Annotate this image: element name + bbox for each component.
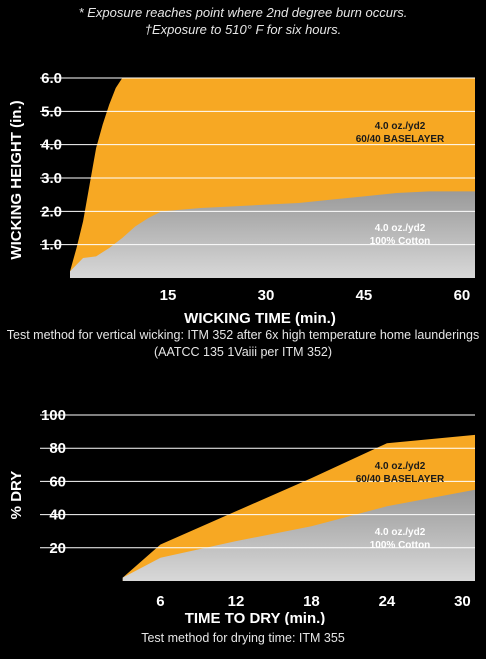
y-axis-title: WICKING HEIGHT (in.) [8,100,25,259]
wicking-chart: 1.0 2.0 3.0 4.0 5.0 6.0 15 30 45 60 WICKING TIME (… [8,70,475,327]
series-label: 60/40 BASELAYER [356,134,445,145]
x-tick-label: 12 [228,593,245,610]
y-tick-label: 1.0 [41,237,62,254]
cotton-area [70,191,475,278]
x-axis-title: TIME TO DRY (min.) [185,610,326,625]
y-tick-label: 2.0 [41,203,62,220]
y-tick-label: 20 [49,540,66,557]
footnote-exposure: †Exposure to 510° F for six hours. [144,22,342,37]
drying-chart: 20 40 60 80 100 6 12 18 24 30 TIME TO DRY (min.) % … [8,407,475,625]
x-tick-label: 60 [454,287,471,304]
wicking-caption: Test method for vertical wicking: ITM 35… [6,328,480,359]
y-axis-title: % DRY [8,471,25,520]
series-label: 4.0 oz./yd2 [375,461,426,472]
y-tick-label: 6.0 [41,70,62,87]
y-tick-label: 5.0 [41,103,62,120]
series-label: 4.0 oz./yd2 [375,121,426,132]
x-tick-label: 15 [160,287,177,304]
y-tick-label: 100 [41,407,66,424]
y-tick-label: 60 [49,473,66,490]
series-label: 100% Cotton [370,236,431,247]
x-tick-label: 18 [303,593,320,610]
y-tick-label: 80 [49,440,66,457]
x-tick-label: 24 [379,593,396,610]
series-label: 60/40 BASELAYER [356,474,445,485]
series-label: 100% Cotton [370,540,431,551]
y-tick-label: 40 [49,507,66,524]
y-tick-label: 4.0 [41,137,62,154]
x-tick-label: 45 [356,287,373,304]
cotton-area [122,489,475,581]
x-tick-label: 6 [156,593,164,610]
x-tick-label: 30 [258,287,275,304]
drying-caption: Test method for drying time: ITM 355 [141,631,345,645]
y-tick-label: 3.0 [41,170,62,187]
series-label: 4.0 oz./yd2 [375,527,426,538]
footnote-burn: * Exposure reaches point where 2nd degre… [78,5,408,20]
series-label: 4.0 oz./yd2 [375,223,426,234]
x-axis-title: WICKING TIME (min.) [184,310,336,327]
x-tick-label: 30 [454,593,471,610]
